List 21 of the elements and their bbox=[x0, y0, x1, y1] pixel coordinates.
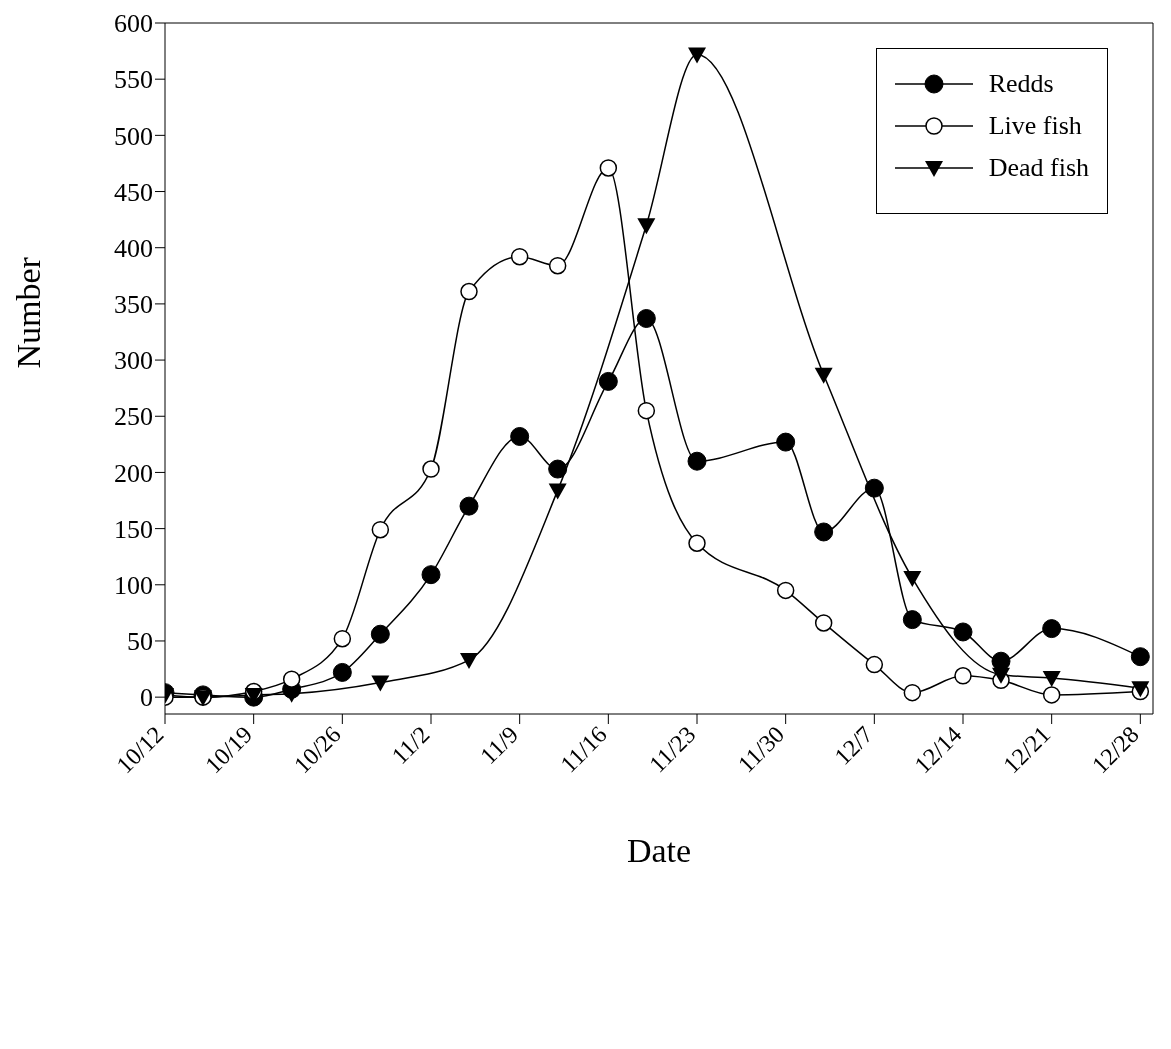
y-tick-label: 600 bbox=[114, 9, 153, 39]
y-tick-label: 300 bbox=[114, 346, 153, 376]
y-tick-label: 500 bbox=[114, 121, 153, 151]
y-tick-label: 200 bbox=[114, 458, 153, 488]
y-tick-label: 250 bbox=[114, 402, 153, 432]
legend-label: Redds bbox=[988, 69, 1054, 99]
x-tick-label: 11/2 bbox=[386, 721, 435, 770]
x-tick-label: 11/9 bbox=[475, 721, 524, 770]
y-axis-title: Number bbox=[10, 256, 48, 369]
y-tick-label: 450 bbox=[114, 177, 153, 207]
legend-label: Live fish bbox=[988, 111, 1082, 141]
legend-label: Dead fish bbox=[988, 153, 1089, 183]
x-tick-label: 12/7 bbox=[829, 721, 878, 770]
y-tick-label: 350 bbox=[114, 290, 153, 320]
y-tick-label: 0 bbox=[140, 683, 153, 713]
y-tick-label: 550 bbox=[114, 65, 153, 95]
y-tick-label: 100 bbox=[114, 571, 153, 601]
y-tick-label: 400 bbox=[114, 233, 153, 263]
y-tick-label: 50 bbox=[127, 627, 153, 657]
y-tick-label: 150 bbox=[114, 514, 153, 544]
x-axis-title: Date bbox=[626, 832, 692, 869]
